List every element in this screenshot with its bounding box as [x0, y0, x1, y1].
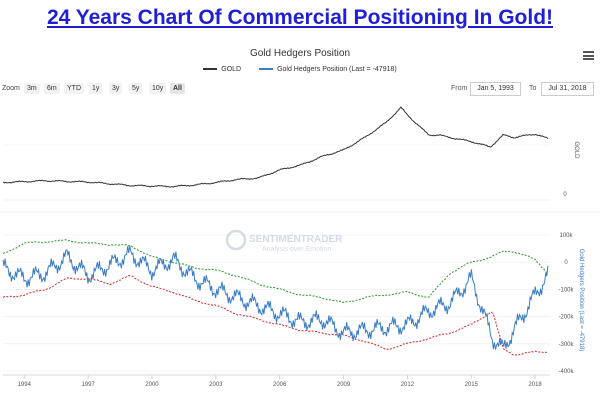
watermark-title: SENTIMENTRADER [249, 234, 343, 245]
legend: GOLD Gold Hedgers Position (Last = -4791… [0, 66, 600, 73]
x-tick-label: 2009 [337, 382, 351, 388]
zoom-button-3m[interactable]: 3m [24, 83, 40, 94]
x-tick-label: 2018 [528, 382, 542, 388]
hamburger-menu-icon[interactable] [583, 51, 594, 60]
hedger-y-tick-label: 0 [564, 260, 568, 266]
chart-title: Gold Hedgers Position [249, 48, 351, 59]
x-tick-label: 2006 [273, 382, 287, 388]
grid [0, 144, 600, 372]
gold-pane [2, 106, 549, 188]
legend-item-hedgers[interactable]: Gold Hedgers Position (Last = -47918) [259, 66, 397, 73]
legend-swatch-hedgers [259, 68, 274, 71]
headline[interactable]: 24 Years Chart Of Commercial Positioning… [46, 6, 554, 29]
zoom-button-10y[interactable]: 10y [149, 83, 167, 94]
series-hedgers-line [2, 245, 549, 350]
legend-swatch-gold [203, 68, 218, 71]
x-tick-label: 2003 [209, 382, 223, 388]
gold-axis-title: GOLD [573, 141, 579, 159]
zoom-button-3y[interactable]: 3y [109, 83, 123, 94]
zoom-button-6m[interactable]: 6m [44, 83, 60, 94]
zoom-button-ytd[interactable]: YTD [64, 83, 84, 94]
x-tick-label: 1997 [81, 382, 95, 388]
hedger-pane [2, 239, 549, 356]
legend-item-gold[interactable]: GOLD [203, 66, 241, 73]
legend-label-hedgers: Gold Hedgers Position (Last = -47918) [277, 66, 397, 73]
watermark-logo-icon [225, 229, 247, 251]
hedger-y-tick-label: -400k [558, 369, 574, 375]
series-gold-line [2, 106, 549, 188]
hedger-axis-title: Gold Hedgers Position (Last = -47918) [578, 249, 584, 352]
range-to-label: To [529, 85, 537, 92]
x-tick-label: 2000 [145, 382, 159, 388]
hedger-y-tick-label: -100k [558, 287, 574, 293]
series-lower-band-line [2, 275, 549, 356]
zoom-button-5y[interactable]: 5y [129, 83, 143, 94]
hedger-y-tick-label: -200k [558, 315, 574, 321]
x-tick-label: 2012 [401, 382, 415, 388]
legend-label-gold: GOLD [221, 66, 242, 73]
zoom-label: Zoom [2, 85, 20, 92]
gold-y-tick-label: 0 [563, 192, 567, 198]
zoom-button-1y[interactable]: 1y [89, 83, 103, 94]
hedger-y-tick-label: 100k [559, 233, 573, 239]
zoom-button-all[interactable]: All [170, 83, 185, 94]
range-to-input[interactable]: Jul 31, 2018 [541, 82, 594, 96]
range-from-input[interactable]: Jan 5, 1993 [470, 82, 521, 96]
x-tick-label: 1994 [18, 382, 32, 388]
axes: 100k 0 -100k -200k -300k -400k 0 GOLD Gold Hedge… [3, 141, 584, 388]
watermark-subtitle: Analysis over Emotion [262, 246, 331, 253]
range-from-label: From [451, 85, 468, 92]
hedger-y-tick-label: -300k [558, 342, 574, 348]
x-tick-label: 2015 [465, 382, 479, 388]
